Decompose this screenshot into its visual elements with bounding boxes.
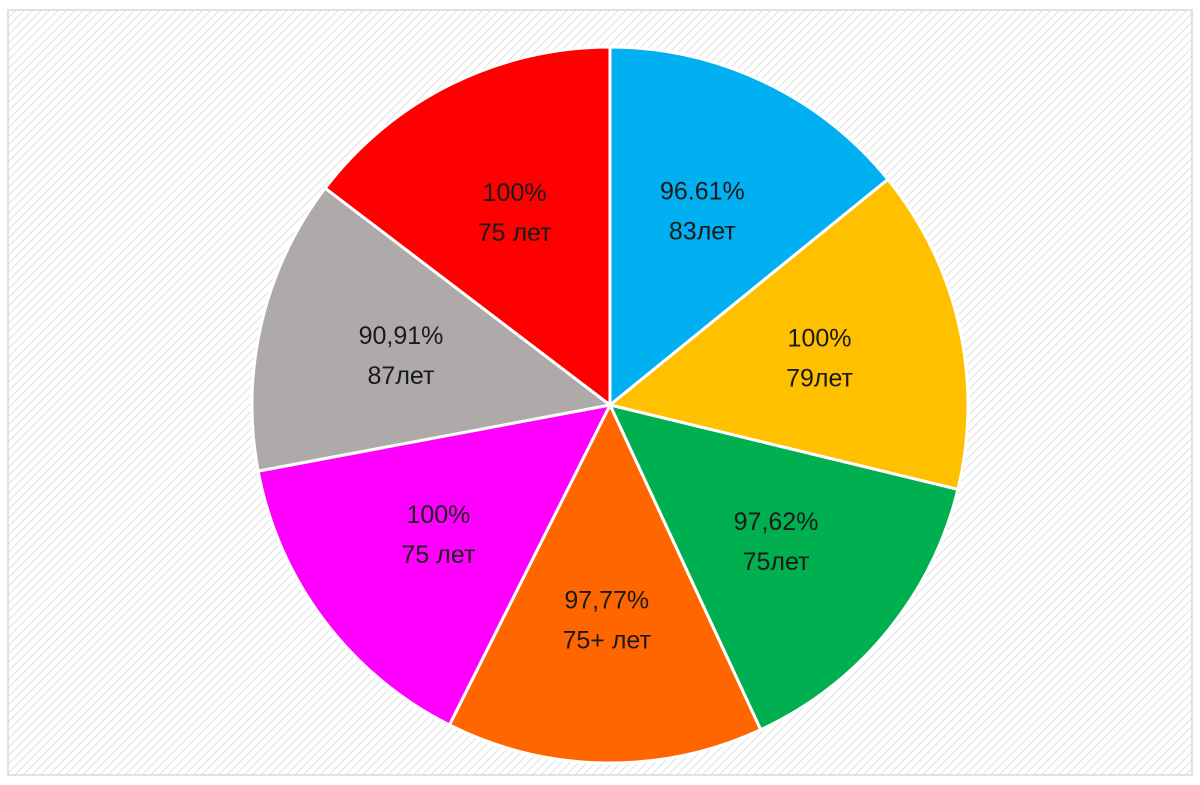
data-label: 90,91% (359, 322, 444, 350)
pie-slice (607, 402, 960, 732)
pie-slice (323, 45, 612, 409)
category-label: 75 лет (478, 219, 552, 247)
category-label: 79лет (786, 364, 853, 392)
data-label: 97,77% (564, 586, 649, 614)
pie-slice (256, 402, 613, 727)
category-label: 75 лет (402, 541, 476, 569)
category-label: 83лет (669, 218, 736, 246)
data-labels: 96.61% 83лет 100% 79лет 97,62% 75лет 97,77% 75+… (359, 178, 854, 655)
pie-slice (608, 45, 891, 409)
data-label: 100% (483, 179, 547, 207)
category-label: 75лет (743, 548, 810, 576)
pie-slice (250, 186, 614, 473)
pie-slice (606, 177, 970, 492)
pie (250, 45, 970, 765)
category-label: 87лет (368, 362, 435, 390)
data-label: 100% (788, 324, 852, 352)
data-label: 97,62% (734, 508, 819, 536)
category-label: 75+ лет (562, 626, 651, 654)
data-label: 96.61% (660, 178, 745, 206)
pie-slice (447, 401, 763, 765)
data-label: 100% (406, 501, 470, 529)
